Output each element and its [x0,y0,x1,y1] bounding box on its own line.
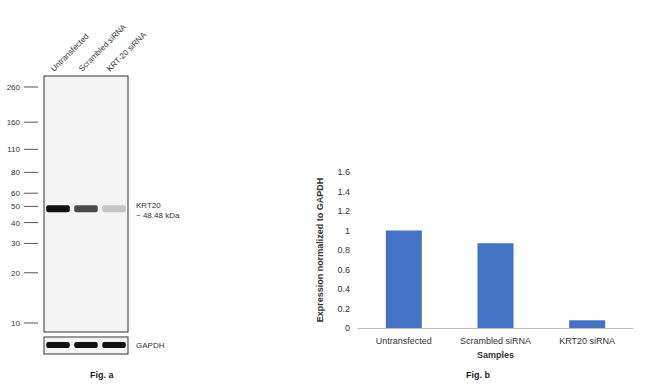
svg-text:20: 20 [11,269,20,278]
svg-text:80: 80 [11,168,20,177]
svg-text:50: 50 [11,202,20,211]
svg-text:1.6: 1.6 [337,167,350,177]
svg-text:1.4: 1.4 [337,187,350,197]
svg-text:0: 0 [345,323,350,333]
svg-text:0.4: 0.4 [337,284,350,294]
svg-text:60: 60 [11,189,20,198]
svg-text:0.6: 0.6 [337,265,350,275]
svg-text:0.8: 0.8 [337,245,350,255]
svg-text:Scrambled siRNA: Scrambled siRNA [460,336,531,346]
svg-text:0.2: 0.2 [337,304,350,314]
svg-text:Scrambled siRNA: Scrambled siRNA [77,22,128,73]
svg-text:Expression normalized to GAPDH: Expression normalized to GAPDH [315,178,325,323]
svg-text:160: 160 [7,118,21,127]
svg-text:KRT-20 siRNA: KRT-20 siRNA [105,30,149,74]
svg-text:KRT20 siRNA: KRT20 siRNA [559,336,615,346]
svg-text:Untransfected: Untransfected [49,31,91,74]
svg-text:GAPDH: GAPDH [136,341,165,350]
html-text:Fig. b: Fig. b [466,370,490,380]
svg-text:1: 1 [345,226,350,236]
svg-text:260: 260 [7,83,21,92]
svg-text:Samples: Samples [477,350,514,360]
svg-text:110: 110 [7,145,20,154]
svg-text:1.2: 1.2 [337,206,350,216]
svg-text:KRT20: KRT20 [136,201,161,210]
svg-text:10: 10 [11,319,20,328]
html-text:Fig. a: Fig. a [90,370,114,380]
svg-text:40: 40 [11,219,20,228]
svg-text:Untransfected: Untransfected [376,336,432,346]
svg-text:30: 30 [11,239,20,248]
svg-text:~ 48.48 kDa: ~ 48.48 kDa [136,211,180,220]
